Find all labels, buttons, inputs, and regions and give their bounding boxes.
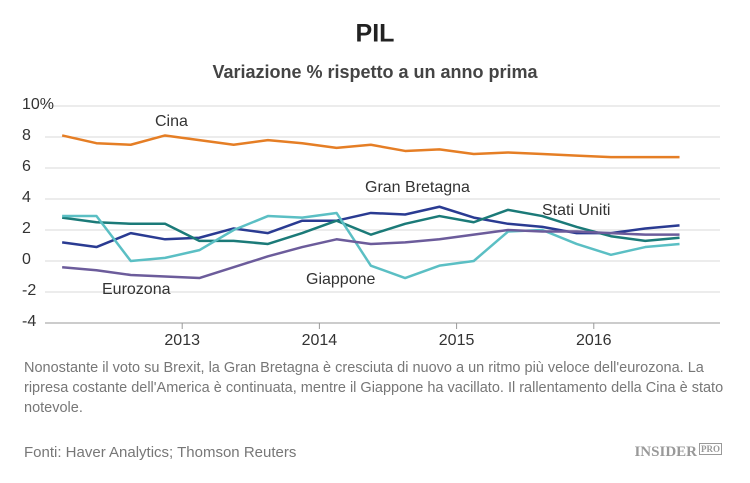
y-tick-label: 4 bbox=[22, 189, 31, 206]
series-line bbox=[61, 134, 680, 159]
series-label: Giappone bbox=[306, 271, 375, 288]
series-line bbox=[62, 211, 680, 280]
y-tick-label: 2 bbox=[22, 220, 31, 237]
chart-title: PIL bbox=[356, 20, 395, 48]
logo-text: INSIDER bbox=[634, 444, 697, 460]
y-tick-label: 6 bbox=[22, 158, 31, 175]
x-tick-label: 2015 bbox=[439, 332, 475, 349]
series-label: Gran Bretagna bbox=[365, 179, 470, 196]
series-line bbox=[62, 228, 680, 280]
y-tick-label: 10% bbox=[22, 96, 54, 113]
series-label: Stati Uniti bbox=[542, 202, 610, 219]
source: Fonti: Haver Analytics; Thomson Reuters bbox=[24, 444, 297, 461]
x-tick-label: 2014 bbox=[302, 332, 338, 349]
x-tick-label: 2016 bbox=[576, 332, 612, 349]
logo: INSIDER PRO bbox=[634, 443, 722, 461]
x-tick-label: 2013 bbox=[164, 332, 200, 349]
chart: PIL Variazione % rispetto a un anno prim… bbox=[22, 20, 720, 349]
series-line bbox=[61, 205, 680, 249]
series-label: Cina bbox=[155, 113, 188, 130]
note: Nonostante il voto su Brexit, la Gran Br… bbox=[24, 360, 724, 416]
logo-tag: PRO bbox=[699, 443, 722, 455]
y-tick-label: -2 bbox=[22, 282, 36, 299]
series-label: Eurozona bbox=[102, 281, 171, 298]
y-tick-label: 8 bbox=[22, 127, 31, 144]
y-tick-label: 0 bbox=[22, 251, 31, 268]
y-tick-label: -4 bbox=[22, 313, 36, 330]
chart-subtitle: Variazione % rispetto a un anno prima bbox=[212, 62, 538, 82]
series-line bbox=[61, 208, 680, 246]
